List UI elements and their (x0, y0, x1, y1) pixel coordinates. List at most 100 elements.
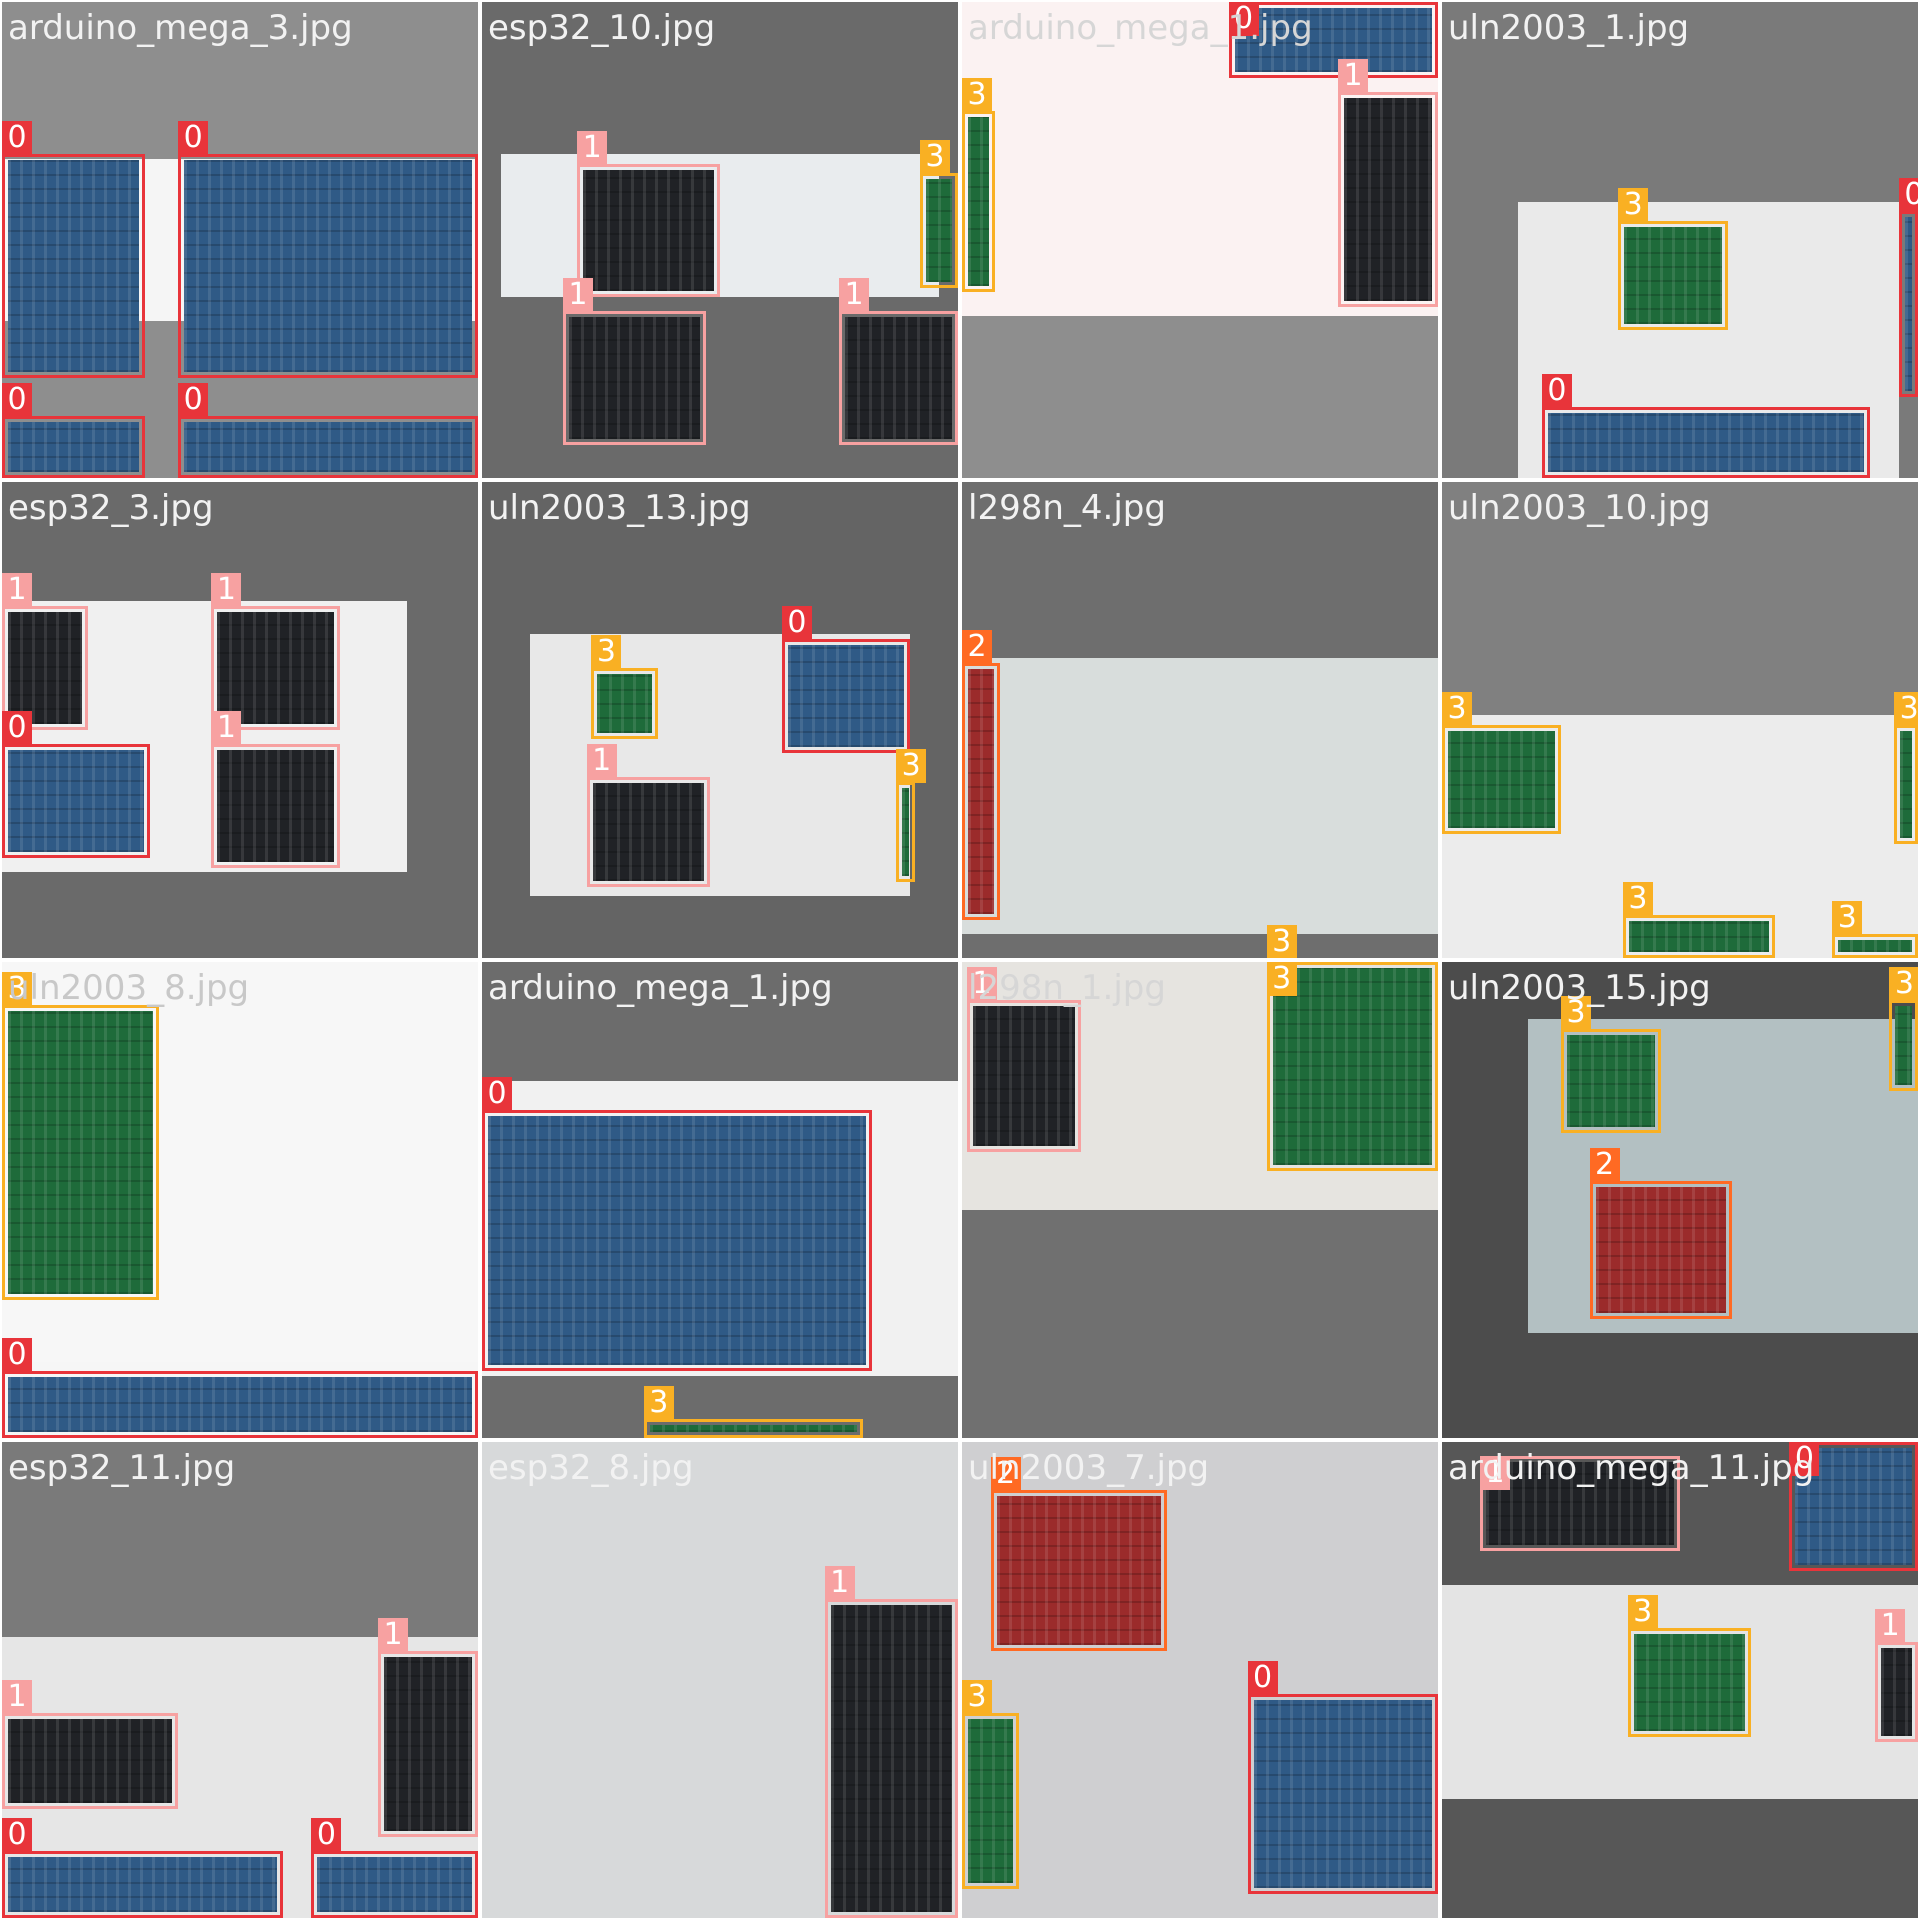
bounding-box: 3 (2, 971, 160, 1300)
bounding-box: 0 (311, 1818, 478, 1918)
mosaic-tile: 0 3 arduino_mega_1.jpg (482, 962, 958, 1438)
circuit-board (972, 1006, 1075, 1147)
mosaic-tile: 1 1 1 3 esp32_10.jpg (482, 2, 958, 478)
class-label: 1 (577, 130, 608, 165)
class-label: 1 (586, 744, 617, 779)
bounding-box: 3 (1618, 187, 1728, 331)
class-label: 0 (781, 606, 812, 641)
circuit-board (1344, 98, 1432, 301)
circuit-board (1486, 1462, 1674, 1546)
tile-filename: arduino_mega_1.jpg (968, 8, 1313, 48)
class-label: 3 (1442, 691, 1472, 726)
circuit-board (968, 117, 990, 287)
circuit-board (968, 668, 995, 914)
class-label: 3 (591, 634, 622, 669)
class-label: 1 (2, 572, 32, 607)
bounding-box: 1 (1480, 1456, 1680, 1552)
bounding-box: 0 (482, 1076, 873, 1372)
bounding-box: 1 (2, 572, 88, 730)
mosaic-tile: 1 0 3 1 arduino_mega_11.jpg (1442, 1442, 1918, 1918)
bounding-box: 0 (1228, 2, 1438, 79)
bounding-box: 2 (962, 629, 1001, 920)
circuit-board (787, 645, 905, 748)
bounding-box: 3 (1561, 995, 1661, 1134)
circuit-board (597, 673, 653, 734)
circuit-board (902, 787, 910, 876)
circuit-board (1547, 412, 1865, 472)
bounding-box: 1 (562, 278, 706, 445)
bounding-box: 1 (211, 710, 340, 868)
mosaic-tile: 3 2 3 uln2003_15.jpg (1442, 962, 1918, 1438)
circuit-board (217, 611, 334, 724)
bounding-box: 1 (839, 278, 958, 445)
bounding-box: 3 (1889, 967, 1918, 1091)
mosaic-tile: 1 1 0 1 esp32_3.jpg (2, 482, 478, 958)
class-label: 3 (962, 1680, 992, 1715)
circuit-board (8, 611, 82, 724)
bounding-box: 0 (1789, 1442, 1918, 1571)
bounding-box: 1 (966, 967, 1081, 1153)
photo-region (962, 658, 1438, 935)
bounding-box: 1 (824, 1566, 958, 1918)
bounding-box: 1 (1875, 1608, 1918, 1742)
mosaic-tile: 1 1 0 0 esp32_11.jpg (2, 1442, 478, 1918)
tile-filename: uln2003_8.jpg (8, 968, 250, 1008)
circuit-board (845, 317, 952, 439)
circuit-board (968, 1719, 1014, 1884)
circuit-board (8, 1857, 277, 1912)
class-label: 3 (1561, 995, 1591, 1030)
bounding-box: 3 (1622, 882, 1776, 958)
bounding-box: 0 (178, 383, 478, 478)
circuit-board (568, 317, 700, 439)
class-label: 0 (2, 383, 32, 418)
circuit-board (1595, 1186, 1727, 1313)
circuit-board (1838, 940, 1912, 952)
class-label: 1 (211, 572, 242, 607)
tile-filename: esp32_3.jpg (8, 488, 214, 528)
class-label: 3 (1622, 882, 1653, 917)
class-label: 0 (178, 383, 209, 418)
tile-filename: uln2003_7.jpg (968, 1448, 1210, 1488)
bounding-box: 0 (1541, 373, 1871, 478)
class-label: 0 (2, 1338, 32, 1373)
class-label: 1 (824, 1566, 855, 1601)
mosaic-tile: 3 3 3 3 uln2003_10.jpg (1442, 482, 1918, 958)
circuit-board (317, 1857, 472, 1912)
bounding-box: 0 (2, 1338, 478, 1438)
class-label: 0 (482, 1076, 512, 1111)
bounding-box: 3 (962, 1680, 1020, 1890)
class-label: 3 (1627, 1594, 1658, 1629)
class-label: 3 (1618, 187, 1649, 222)
circuit-board (1628, 921, 1770, 952)
bounding-box: 0 (781, 606, 911, 754)
class-label: 1 (1875, 1608, 1906, 1643)
class-label: 3 (1832, 901, 1863, 936)
tile-filename: uln2003_15.jpg (1448, 968, 1711, 1008)
bounding-box: 3 (591, 634, 659, 740)
mosaic-tile: 3 0 uln2003_8.jpg (2, 962, 478, 1438)
bounding-box: 3 (1442, 691, 1561, 835)
bounding-box: 3 (919, 140, 958, 288)
circuit-board (592, 783, 705, 881)
class-label: 3 (896, 748, 927, 783)
bounding-box: 0 (1898, 178, 1918, 398)
class-label: 3 (2, 971, 32, 1006)
bounding-box: 1 (211, 572, 340, 730)
bounding-box: 3 (1894, 691, 1918, 844)
circuit-board (1567, 1034, 1655, 1128)
class-label: 1 (2, 1680, 32, 1715)
circuit-board (1895, 1006, 1912, 1085)
mosaic-tile: 3 0 1 3 uln2003_13.jpg (482, 482, 958, 958)
class-label: 3 (919, 140, 950, 175)
circuit-board (649, 1424, 857, 1432)
class-label: 1 (211, 710, 242, 745)
circuit-board (8, 160, 139, 373)
circuit-board (1624, 226, 1722, 325)
class-label: 1 (562, 278, 593, 313)
class-label: 3 (1266, 962, 1297, 996)
mosaic-tile: 2 3 0 uln2003_7.jpg (962, 1442, 1438, 1918)
tile-filename: arduino_mega_11.jpg (1448, 1448, 1815, 1488)
tile-filename: l298n_4.jpg (968, 488, 1166, 528)
class-label: 3 (1266, 925, 1297, 958)
